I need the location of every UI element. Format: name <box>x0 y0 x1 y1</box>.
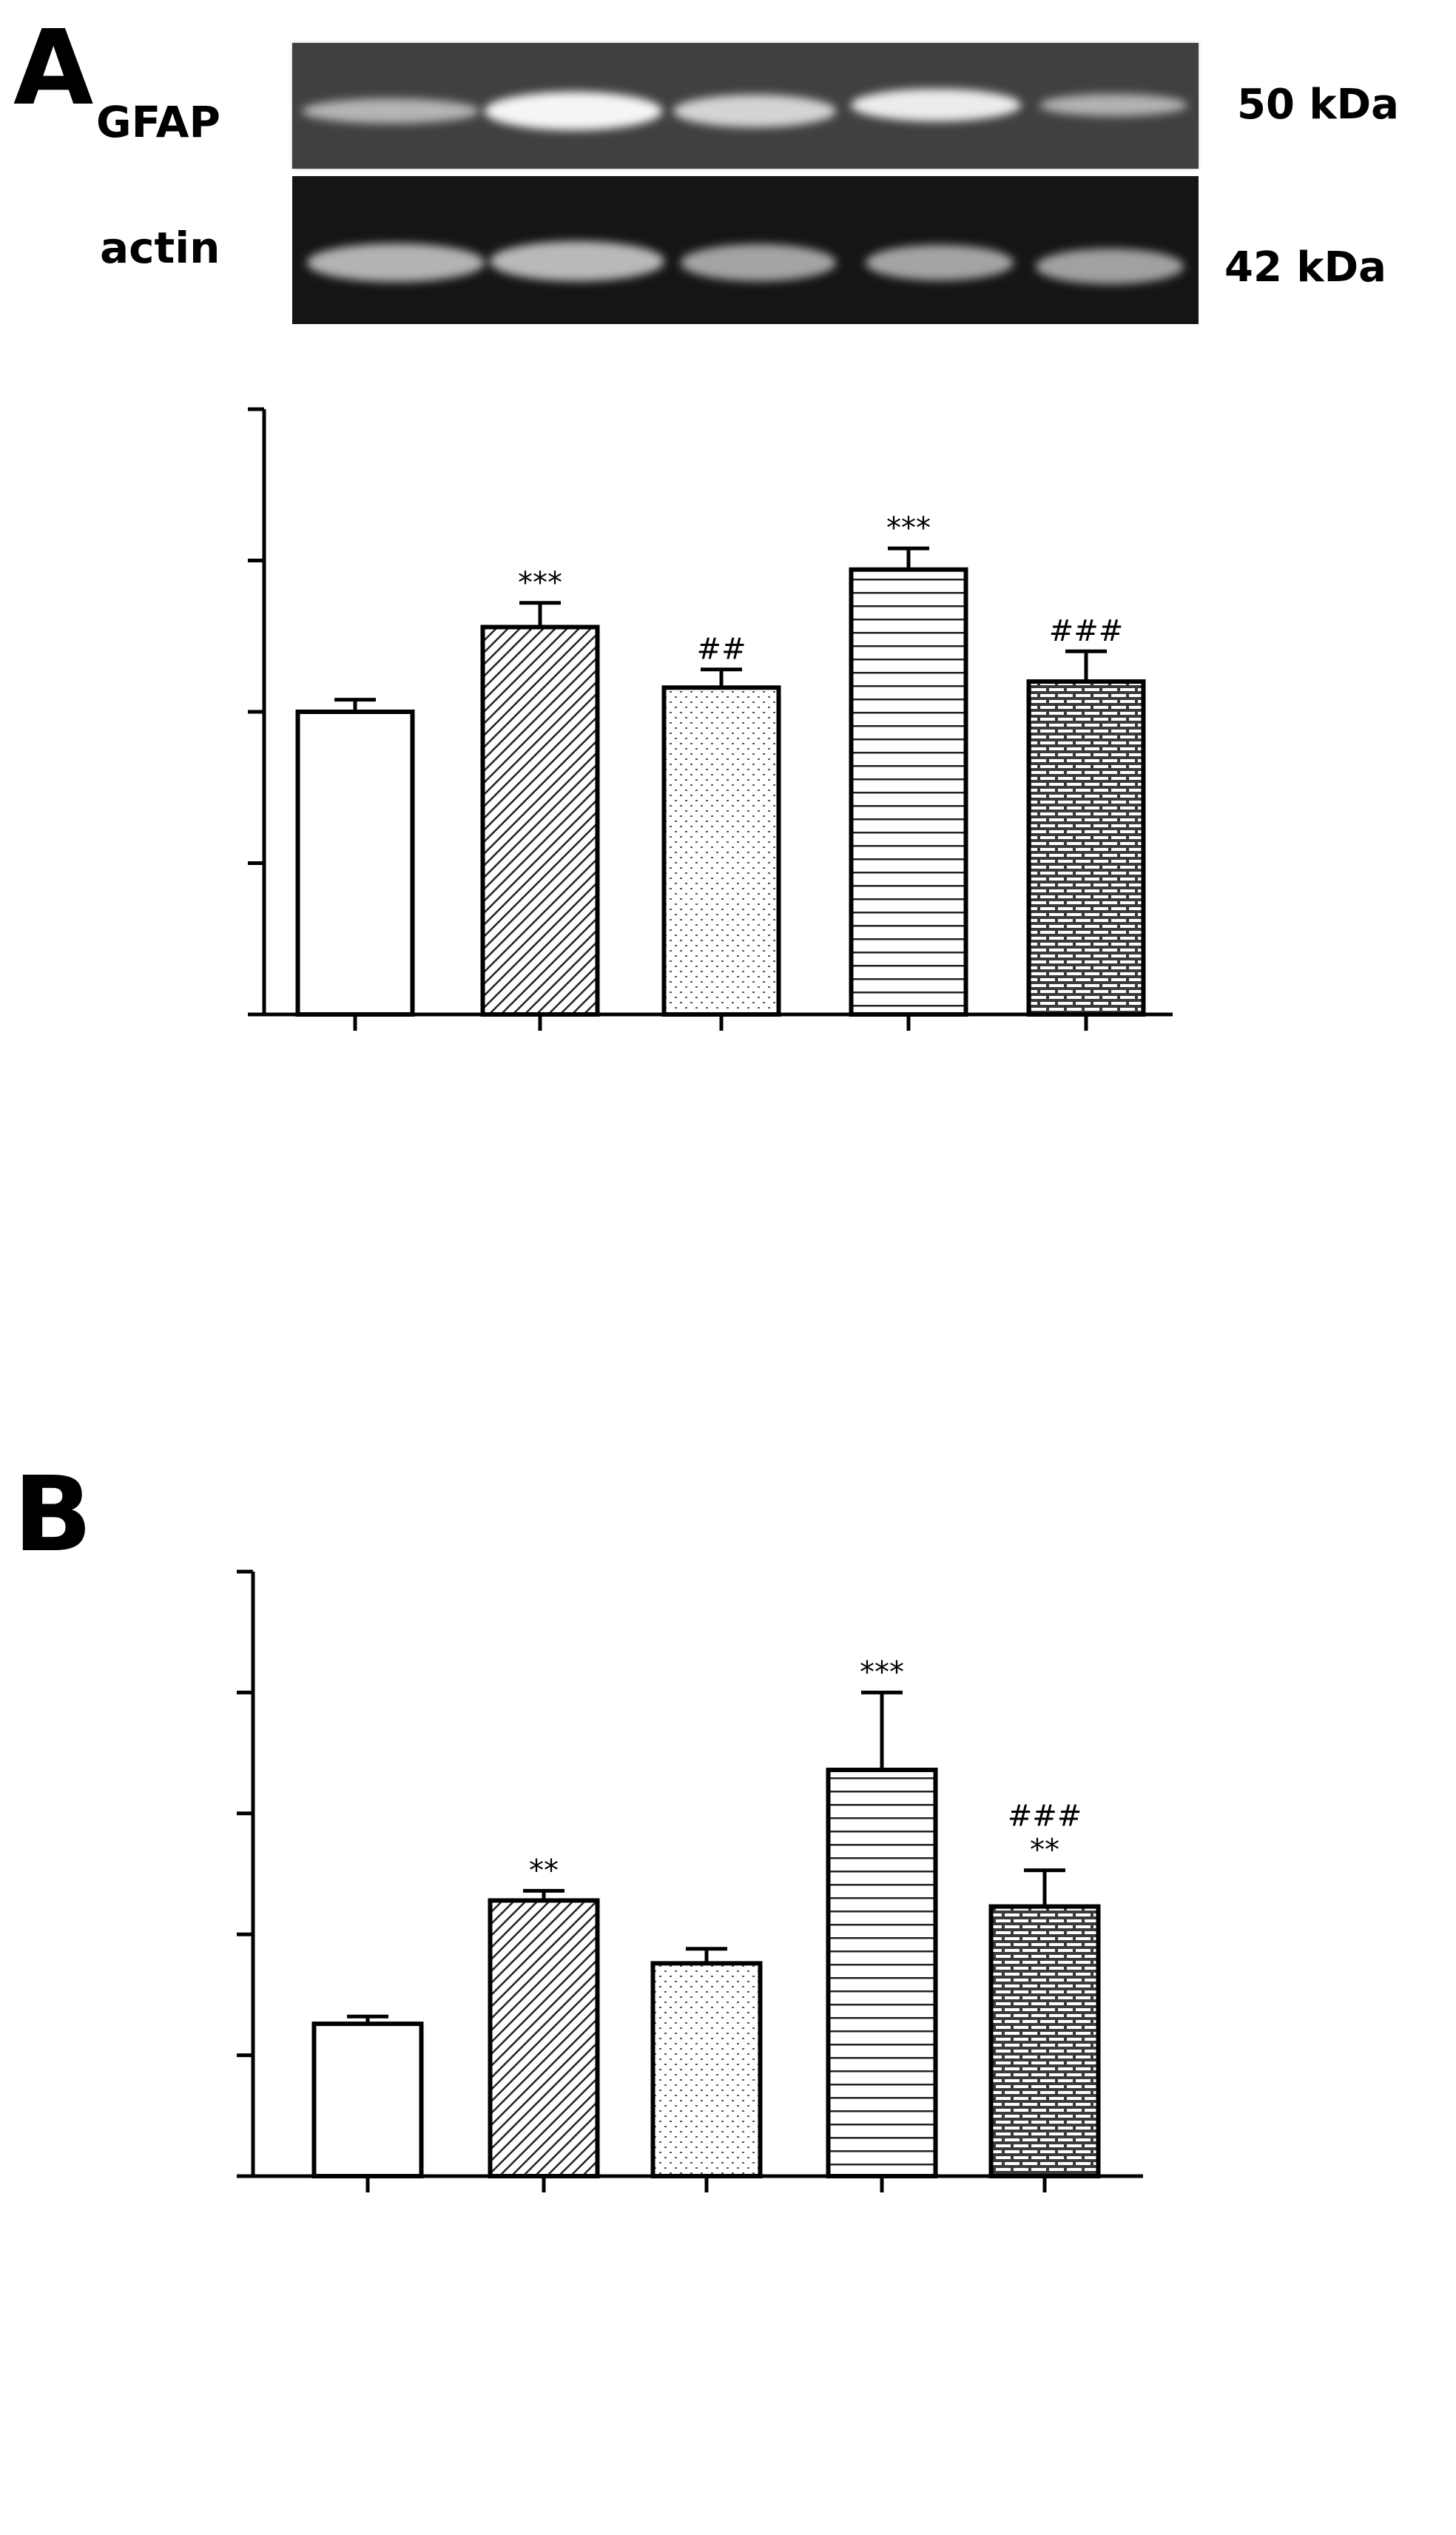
actin-row-label: actin <box>100 223 220 273</box>
bar <box>295 710 415 1017</box>
panel-a-letter: A <box>13 8 93 129</box>
gfap-band <box>485 92 662 130</box>
bar <box>661 685 781 1017</box>
gfap-band <box>851 89 1021 121</box>
actin-band <box>866 245 1014 280</box>
bar <box>988 1904 1101 2178</box>
gfap-bands <box>302 89 1187 130</box>
significance-line: *** <box>860 1655 904 1689</box>
significance-line: *** <box>518 566 562 600</box>
actin-band <box>1036 249 1184 284</box>
significance-label: *** <box>886 511 931 545</box>
bar <box>480 625 600 1017</box>
significance-label: ### <box>1049 614 1124 648</box>
actin-kda-label: 42 kDa <box>1224 243 1386 292</box>
panel-b-letter: B <box>13 1455 92 1575</box>
actin-band <box>681 244 836 281</box>
significance-label: ### ** <box>1008 1800 1082 1868</box>
bar <box>1026 679 1146 1017</box>
significance-line: ## <box>696 633 746 667</box>
gfap-kda-label: 50 kDa <box>1237 81 1399 129</box>
actin-band <box>307 243 485 282</box>
significance-line: ### <box>1008 1800 1082 1834</box>
bar <box>311 2021 424 2178</box>
gfap-row-label: GFAP <box>96 97 220 147</box>
significance-line: *** <box>886 511 931 545</box>
gfap-band <box>302 98 479 124</box>
gfap-band <box>673 95 836 127</box>
bar <box>488 1898 600 2178</box>
bar <box>849 567 968 1017</box>
chart-b: *****### ** <box>237 1569 1143 2192</box>
significance-label: ## <box>696 633 746 667</box>
bar <box>650 1961 763 2179</box>
actin-band <box>490 241 664 281</box>
significance-line: ### <box>1049 614 1124 648</box>
actin-bands <box>307 241 1184 284</box>
chart-a: *** ## *** ### <box>248 407 1173 1031</box>
significance-label: ** <box>529 1854 559 1888</box>
gfap-band <box>1039 94 1187 116</box>
significance-line: ** <box>529 1854 559 1888</box>
significance-label: *** <box>518 566 562 600</box>
significance-label: *** <box>860 1655 904 1689</box>
western-blot: GFAP actin 50 kDa 42 kDa <box>96 43 1399 324</box>
significance-line: ** <box>1030 1834 1059 1868</box>
bar <box>826 1767 938 2179</box>
